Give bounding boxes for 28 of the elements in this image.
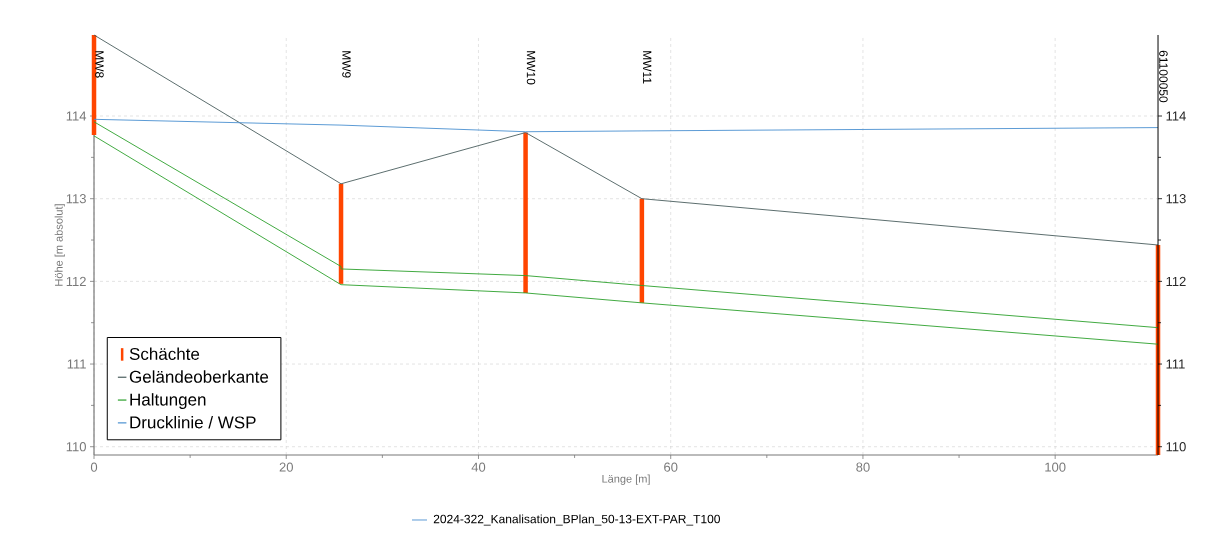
x-tick-label: 40 <box>471 462 486 472</box>
y2-tick-label: 110 <box>1166 442 1186 452</box>
y-tick-label: 112 <box>66 276 86 286</box>
legend-label: Geländeoberkante <box>129 370 269 383</box>
legend-label: Schächte <box>129 347 200 360</box>
y-tick-label: 113 <box>66 194 86 204</box>
text: 2024-322_Kanalisation_BPlan_50-13-EXT-PAR_T100 <box>433 514 720 526</box>
legend-label: Haltungen <box>130 393 206 409</box>
y-tick-label: 114 <box>66 111 87 121</box>
annotation: MW10 <box>526 51 536 85</box>
y-axis-title: Höhe [m absolut] <box>54 204 65 286</box>
x-tick-label: 80 <box>856 462 870 472</box>
y2-tick-label: 113 <box>1166 194 1186 204</box>
x-tick-label: 100 <box>1045 462 1066 472</box>
legend-label: Drucklinie / WSP <box>130 415 256 429</box>
text: 61100050 <box>1159 50 1168 103</box>
x-tick-label: 20 <box>279 462 293 472</box>
annotation: MW9 <box>342 51 351 78</box>
x-axis-title: Länge [m] <box>602 474 650 485</box>
y2-tick-label: 112 <box>1166 276 1186 286</box>
x-tick-label: 60 <box>664 462 678 472</box>
x-tick-label: 0 <box>90 462 98 472</box>
y2-tick-label: 111 <box>1166 359 1185 369</box>
annotation: MW11 <box>643 51 652 84</box>
y-tick-label: 111 <box>67 359 86 369</box>
y2-tick-label: 114 <box>1166 111 1186 121</box>
y-tick-label: 110 <box>66 442 86 452</box>
annotation: MW8 <box>95 51 104 78</box>
